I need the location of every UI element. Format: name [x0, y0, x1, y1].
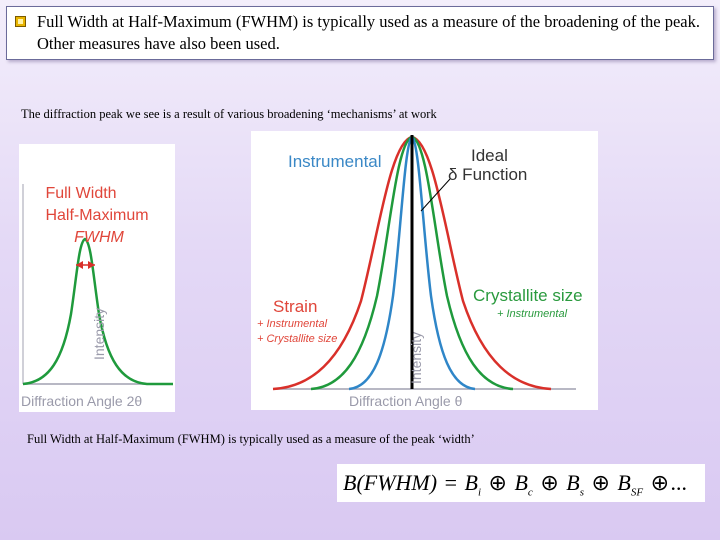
caption-top: The diffraction peak we see is a result …: [21, 107, 437, 121]
y-axis-label: Intensity: [91, 308, 107, 360]
formula-term-base: B: [617, 470, 631, 495]
broadening-figure-svg: Instrumental Ideal δ Function Strain + I…: [257, 135, 583, 409]
header-box: Full Width at Half-Maximum (FWHM) is typ…: [6, 6, 714, 60]
fwhm-title-line2: Half-Maximum: [45, 207, 148, 224]
label-ideal-line2: δ Function: [448, 165, 527, 184]
formula-term-base: B: [514, 470, 528, 495]
formula-term-base: B: [566, 470, 580, 495]
oplus-icon: ⊕: [591, 470, 610, 495]
formula-equals: =: [444, 470, 458, 495]
arrow-right-icon: [88, 261, 95, 269]
broadening-figure: Instrumental Ideal δ Function Strain + I…: [251, 131, 598, 410]
arrow-left-icon: [76, 261, 83, 269]
fwhm-peak-curve: [22, 237, 173, 386]
oplus-icon: ⊕: [488, 470, 507, 495]
formula-lhs: B: [343, 470, 357, 495]
x-axis-label: Diffraction Angle 2θ: [21, 393, 142, 409]
caption-bottom: Full Width at Half-Maximum (FWHM) is typ…: [27, 432, 475, 446]
bullet-icon: [15, 16, 26, 27]
formula-term-sub: c: [527, 486, 533, 499]
ideal-pointer-line: [420, 178, 451, 212]
header-text: Full Width at Half-Maximum (FWHM) is typ…: [37, 12, 700, 53]
label-instrumental: Instrumental: [288, 152, 382, 171]
formula-term-sub: i: [477, 486, 482, 499]
y-axis-label: Intensity: [408, 332, 424, 384]
formula-term-base: B: [464, 470, 478, 495]
fwhm-title-line1: Full Width: [45, 185, 116, 202]
formula-term-sub: s: [579, 486, 584, 499]
x-axis-label: Diffraction Angle θ: [349, 393, 463, 409]
label-strain-sub2: + Crystallite size: [257, 333, 337, 345]
fwhm-figure-svg: Full Width Half-Maximum FWHM Intensity D…: [21, 184, 173, 409]
oplus-icon: ⊕: [540, 470, 559, 495]
label-strain: Strain: [273, 297, 317, 316]
label-crystallite: Crystallite size: [473, 286, 583, 305]
formula-term-sub: SF: [630, 486, 644, 499]
fwhm-title-line3: FWHM: [74, 229, 124, 246]
formula-tail: ...: [671, 470, 688, 495]
fwhm-figure: Full Width Half-Maximum FWHM Intensity D…: [19, 144, 175, 412]
oplus-icon: ⊕: [650, 470, 670, 495]
label-strain-sub1: + Instrumental: [257, 318, 328, 330]
label-crystallite-sub: + Instrumental: [497, 308, 568, 320]
formula-paren: (FWHM): [356, 470, 438, 495]
label-ideal-line1: Ideal: [471, 146, 508, 165]
fwhm-formula: B(FWHM) = Bi ⊕ Bc ⊕ Bs ⊕ BSF ⊕...: [337, 464, 705, 502]
